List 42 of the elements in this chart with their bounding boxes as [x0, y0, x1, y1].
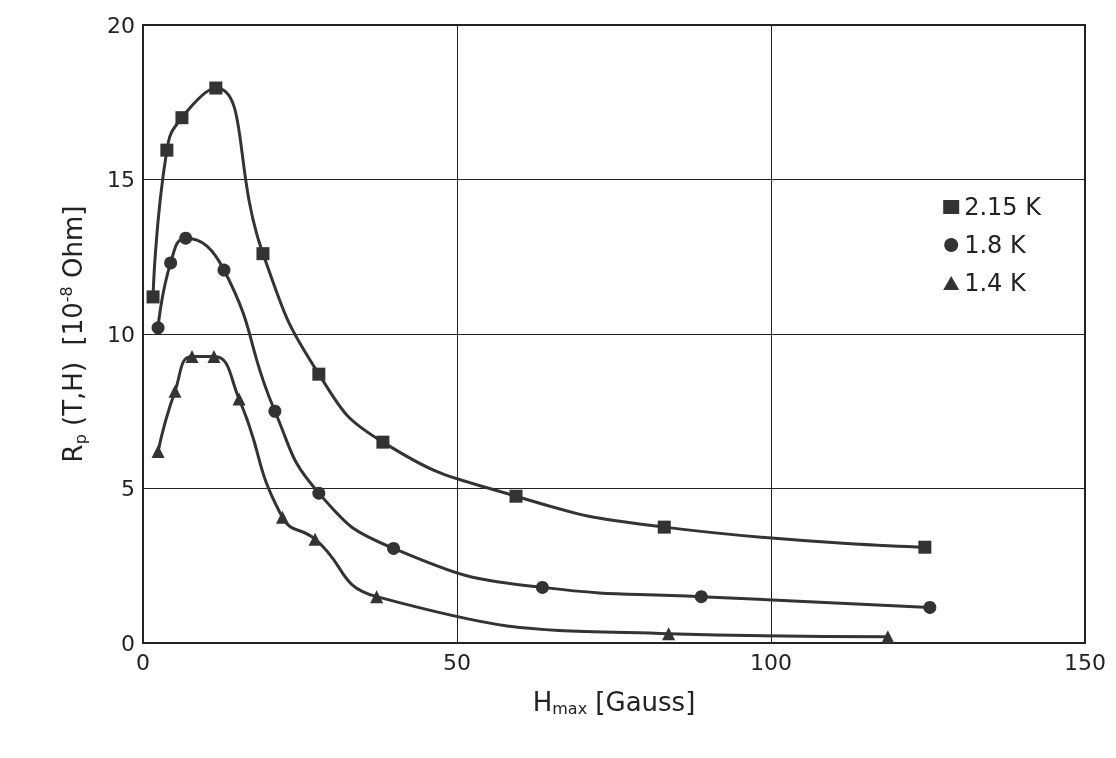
- y-tick-label: 5: [121, 476, 135, 501]
- legend-label: 2.15 K: [964, 193, 1043, 221]
- point: [535, 580, 549, 594]
- point: [694, 590, 708, 604]
- point: [256, 247, 270, 261]
- point: [151, 444, 165, 458]
- point: [370, 590, 384, 604]
- point: [657, 520, 671, 534]
- point: [160, 143, 174, 157]
- x-tick-label: 100: [750, 649, 792, 675]
- point: [918, 540, 932, 554]
- point: [275, 510, 289, 524]
- point: [217, 263, 231, 277]
- point: [185, 350, 199, 364]
- point: [376, 435, 390, 449]
- point: [168, 384, 182, 398]
- point: [207, 350, 221, 364]
- point: [509, 489, 523, 503]
- y-tick-label: 15: [107, 167, 135, 192]
- x-tick-label: 150: [1064, 649, 1106, 675]
- legend-label: 1.4 K: [964, 269, 1027, 297]
- point: [209, 81, 223, 95]
- legend-label: 1.8 K: [964, 231, 1027, 259]
- point: [923, 600, 937, 614]
- point: [146, 290, 160, 304]
- point: [312, 367, 326, 381]
- point: [662, 627, 676, 641]
- point: [232, 392, 246, 406]
- point: [387, 541, 401, 555]
- point: [175, 111, 189, 125]
- point: [881, 630, 895, 644]
- point: [312, 486, 326, 500]
- point: [164, 256, 178, 270]
- y-tick-label: 10: [107, 321, 135, 347]
- y-tick-label: 0: [121, 630, 135, 656]
- point: [151, 321, 165, 335]
- point: [308, 532, 322, 546]
- y-axis-title: Rp (T,H) [10-8 Ohm]: [56, 205, 90, 463]
- point: [268, 404, 282, 418]
- x-tick-label: 50: [443, 649, 471, 675]
- point: [179, 231, 193, 245]
- y-tick-label: 20: [107, 12, 135, 38]
